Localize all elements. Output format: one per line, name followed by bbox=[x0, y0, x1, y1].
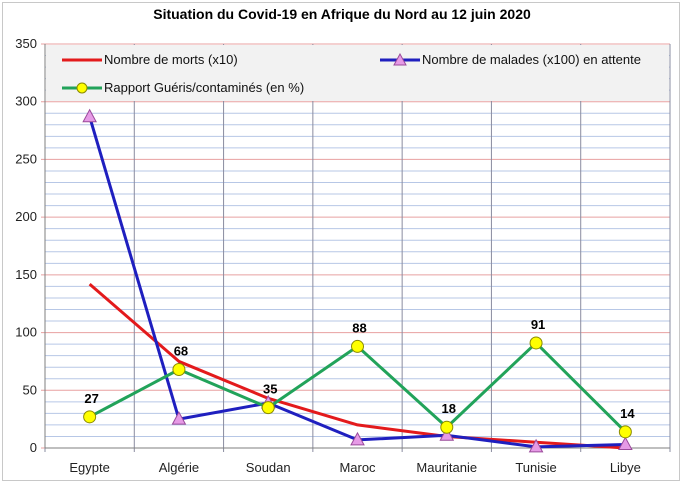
data-label: 91 bbox=[531, 317, 545, 332]
x-tick-label: Mauritanie bbox=[416, 460, 477, 475]
legend-label: Nombre de morts (x10) bbox=[104, 52, 238, 67]
legend-box bbox=[46, 45, 669, 101]
axes: 0 50 100 150 200 250 300 350 Egypte Algérie Soudan… bbox=[15, 36, 670, 475]
triangle-marker bbox=[528, 438, 544, 453]
x-tick-label: Maroc bbox=[339, 460, 376, 475]
legend-circle-marker bbox=[76, 82, 88, 94]
circle-marker bbox=[83, 410, 97, 424]
y-tick-label: 250 bbox=[15, 151, 37, 166]
x-tick-label: Egypte bbox=[69, 460, 109, 475]
triangle-marker bbox=[350, 431, 365, 446]
data-label: 18 bbox=[442, 401, 456, 416]
y-tick-label: 50 bbox=[23, 382, 37, 397]
series-layer bbox=[82, 108, 633, 453]
triangle-marker bbox=[171, 411, 187, 425]
circle-marker bbox=[261, 401, 275, 415]
y-tick-label: 300 bbox=[15, 94, 37, 109]
triangle-marker bbox=[618, 436, 633, 451]
legend-triangle-marker bbox=[393, 52, 407, 66]
y-tick-label: 350 bbox=[15, 36, 37, 51]
legend-label: Nombre de malades (x100) en attente bbox=[422, 52, 641, 67]
y-tick-label: 200 bbox=[15, 209, 37, 224]
legend: Nombre de morts (x10) Nombre de malades (… bbox=[46, 45, 669, 101]
circle-marker bbox=[440, 420, 454, 434]
data-label: 14 bbox=[620, 406, 635, 421]
data-label: 27 bbox=[84, 391, 98, 406]
x-tick-label: Algérie bbox=[159, 460, 199, 475]
y-tick-label: 0 bbox=[30, 440, 37, 455]
data-labels: 27 68 35 88 18 91 14 bbox=[84, 317, 635, 421]
y-tick-label: 150 bbox=[15, 267, 37, 282]
x-tick-label: Libye bbox=[610, 460, 641, 475]
circle-marker bbox=[351, 339, 364, 353]
circle-marker bbox=[529, 336, 543, 350]
triangle-marker bbox=[439, 427, 455, 441]
x-tick-label: Soudan bbox=[246, 460, 291, 475]
triangle-marker bbox=[82, 108, 97, 123]
y-tick-label: 100 bbox=[15, 325, 37, 340]
legend-label: Rapport Guéris/contaminés (en %) bbox=[104, 80, 304, 95]
data-label: 68 bbox=[174, 344, 188, 359]
circle-marker bbox=[172, 363, 186, 377]
plot-background bbox=[45, 44, 670, 448]
plot-area bbox=[45, 44, 670, 448]
circle-marker bbox=[618, 425, 632, 439]
data-label: 88 bbox=[352, 320, 366, 335]
x-tick-label: Tunisie bbox=[515, 460, 556, 475]
chart-title: Situation du Covid-19 en Afrique du Nord… bbox=[153, 6, 531, 22]
data-label: 35 bbox=[263, 382, 277, 397]
